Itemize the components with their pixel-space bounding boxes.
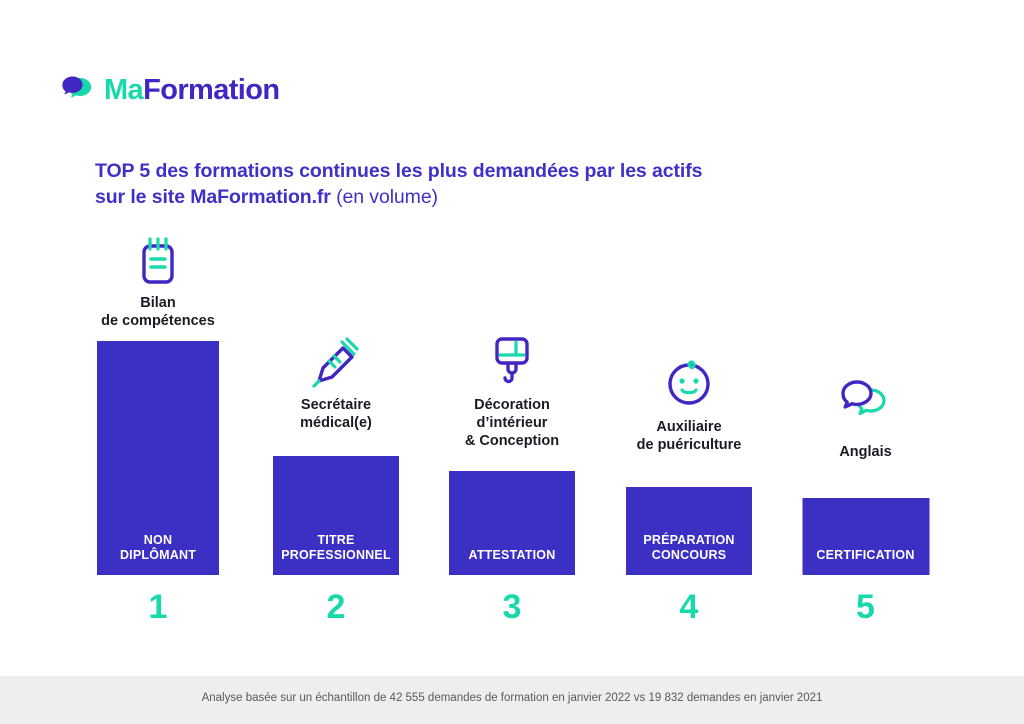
chart-caption-1: Bilan de compétences — [101, 294, 215, 330]
bar-label-4: PRÉPARATION CONCOURS — [626, 533, 752, 563]
caption-line: de compétences — [101, 313, 215, 329]
syringe-icon — [310, 336, 362, 395]
chart-caption-4: Auxiliaire de puériculture — [637, 418, 742, 454]
caption-line: Auxiliaire — [656, 419, 722, 435]
footer-band: Analyse basée sur un échantillon de 42 5… — [0, 676, 1024, 724]
bar-label-line: NON — [143, 533, 173, 547]
bar-5: CERTIFICATION — [802, 498, 929, 575]
logo-text-formation: Formation — [143, 73, 280, 106]
logo-wordmark: MaFormation — [104, 73, 280, 106]
rank-number-2: 2 — [326, 588, 346, 626]
bar-label-3: ATTESTATION — [449, 548, 575, 563]
bar-1: NON DIPLÔMANT — [97, 341, 219, 575]
caption-line: Décoration — [474, 397, 550, 413]
bar-label-line: CERTIFICATION — [816, 548, 915, 562]
bar-label-1: NON DIPLÔMANT — [97, 533, 219, 563]
bar-label-line: ATTESTATION — [468, 548, 556, 562]
caption-line: de puériculture — [636, 437, 742, 453]
chart-column-1: Bilan de compétences NON DIPLÔMANT 1 — [97, 0, 219, 724]
footer-note: Analyse basée sur un échantillon de 42 5… — [201, 692, 823, 704]
headline-line-1: TOP 5 des formations continues les plus … — [95, 160, 703, 182]
chart-caption-3: Décoration d’intérieur & Conception — [465, 396, 559, 450]
chart-column-4: Auxiliaire de puériculture PRÉPARATION C… — [626, 0, 752, 724]
chart-caption-2: Secrétaire médical(e) — [300, 396, 372, 432]
bar-label-line: PRÉPARATION — [643, 533, 735, 547]
headline-line-2-bold: sur le site MaFormation.fr — [95, 186, 331, 208]
logo-text-ma: Ma — [104, 73, 144, 106]
bar-3: ATTESTATION — [449, 471, 575, 575]
baby-face-icon — [663, 356, 715, 413]
chart-column-3: Décoration d’intérieur & Conception ATTE… — [449, 0, 575, 724]
maformation-logo: MaFormation — [60, 73, 280, 106]
caption-line: Secrétaire — [300, 397, 372, 413]
rank-number-5: 5 — [856, 588, 875, 626]
bar-label-line: DIPLÔMANT — [119, 548, 197, 562]
notepad-icon — [132, 236, 184, 297]
page-title: TOP 5 des formations continues les plus … — [95, 158, 795, 210]
bar-label-line: TITRE — [317, 533, 355, 547]
caption-line: & Conception — [464, 433, 560, 449]
caption-line: médical(e) — [300, 415, 372, 431]
bar-2: TITRE PROFESSIONNEL — [273, 456, 399, 575]
rank-number-4: 4 — [679, 588, 699, 626]
speech-bubbles-icon — [837, 378, 895, 433]
rank-number-1: 1 — [148, 588, 168, 626]
bar-4: PRÉPARATION CONCOURS — [626, 487, 752, 575]
rank-number-3: 3 — [502, 588, 522, 626]
headline-line-2-light: (en volume) — [330, 186, 438, 208]
chart-column-5: Anglais CERTIFICATION 5 — [802, 0, 929, 724]
chart-column-2: Secrétaire médical(e) TITRE PROFESSIONNE… — [273, 0, 399, 724]
caption-line: Anglais — [839, 444, 892, 460]
logo-speech-bubbles-icon — [60, 74, 100, 106]
bar-label-2: TITRE PROFESSIONNEL — [273, 533, 399, 563]
chart-caption-5: Anglais — [839, 443, 891, 461]
paintbrush-icon — [486, 334, 538, 391]
bar-label-line: CONCOURS — [651, 548, 727, 562]
bar-label-5: CERTIFICATION — [802, 548, 929, 563]
caption-line: d’intérieur — [476, 415, 548, 431]
caption-line: Bilan — [140, 295, 176, 311]
bar-label-line: PROFESSIONNEL — [281, 548, 391, 562]
